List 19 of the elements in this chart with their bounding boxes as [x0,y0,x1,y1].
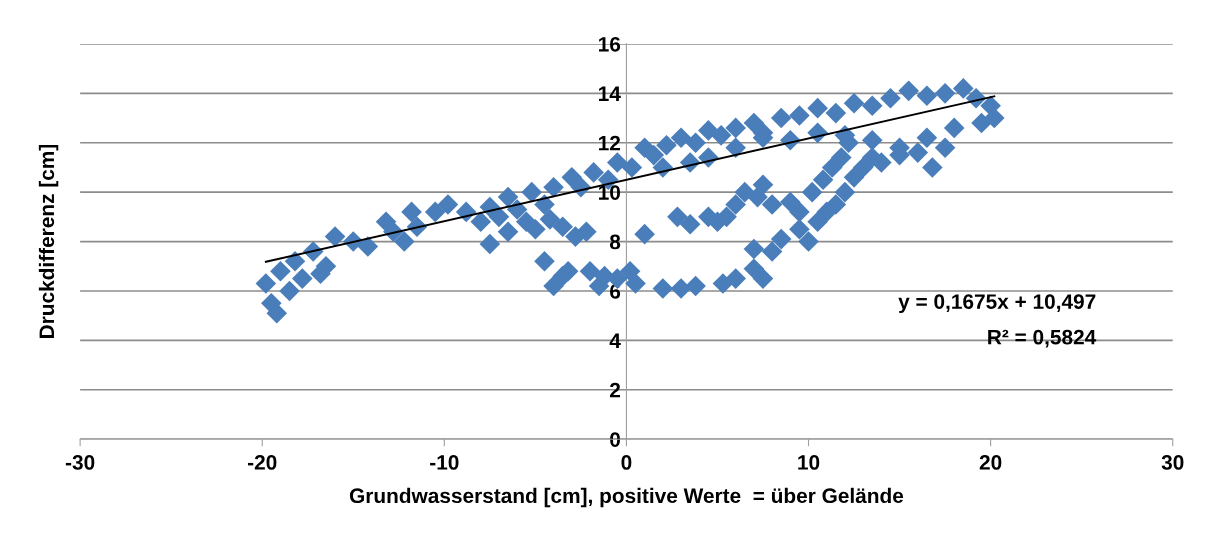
y-tick-label: 10 [599,185,621,200]
annotation: R² = 0,5824 [988,329,1097,348]
x-tick-label: 0 [621,455,632,470]
x-tick-label: 30 [1161,455,1184,470]
y-tick-label: 16 [599,36,621,52]
x-tick-label: -20 [247,455,277,470]
y-tick-label: 12 [599,135,621,151]
y-axis-title: Druckdifferenz [cm] [38,144,59,338]
y-tick-label: 2 [610,382,621,398]
y-tick-label: 8 [609,234,621,250]
x-tick-label: -10 [430,455,459,470]
x-axis-title: Grundwasserstand [cm], positive Werte = über Gelände [349,487,904,508]
y-tick-label: 0 [610,432,621,447]
x-tick-label: 10 [798,455,820,470]
y-tick-label: 14 [599,86,621,101]
x-tick-label: -30 [65,455,95,470]
y-tick-label: 4 [609,333,621,348]
annotation: y = 0,1675x + 10,497 [898,294,1096,314]
x-tick-label: 20 [979,455,1002,470]
